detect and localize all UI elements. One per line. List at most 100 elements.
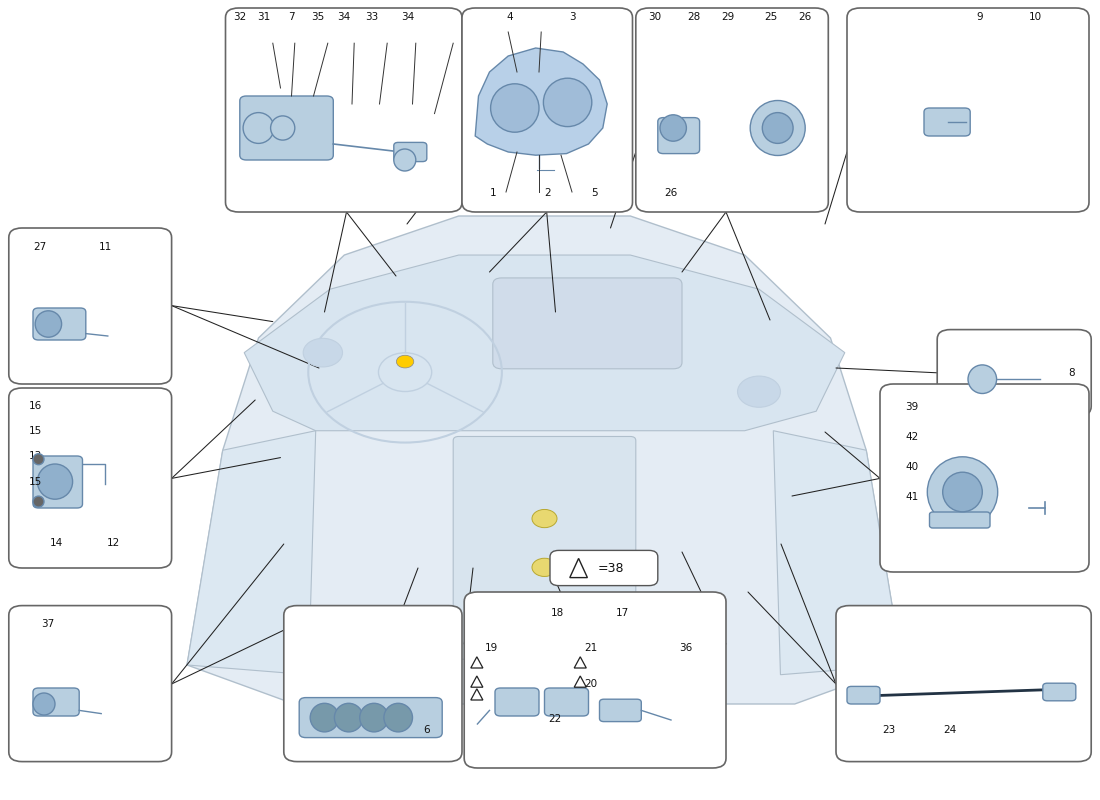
Text: 29: 29 — [722, 12, 735, 22]
Text: 42: 42 — [905, 432, 918, 442]
Text: 4: 4 — [506, 12, 513, 22]
Ellipse shape — [33, 496, 44, 507]
Text: 5: 5 — [592, 188, 598, 198]
Text: 3: 3 — [570, 12, 576, 22]
Text: 33: 33 — [365, 12, 378, 22]
FancyBboxPatch shape — [9, 388, 172, 568]
Text: =38: =38 — [597, 562, 624, 574]
Ellipse shape — [394, 149, 416, 171]
FancyBboxPatch shape — [9, 606, 172, 762]
Text: 13: 13 — [29, 451, 42, 462]
Text: 37: 37 — [42, 619, 55, 630]
Text: 12: 12 — [107, 538, 120, 548]
Ellipse shape — [271, 116, 295, 140]
Text: 28: 28 — [686, 12, 701, 22]
FancyBboxPatch shape — [453, 437, 636, 659]
Ellipse shape — [762, 113, 793, 143]
Ellipse shape — [532, 607, 557, 626]
Polygon shape — [475, 48, 607, 155]
FancyBboxPatch shape — [836, 606, 1091, 762]
FancyBboxPatch shape — [33, 688, 79, 716]
Text: 34: 34 — [337, 12, 351, 22]
Text: 20: 20 — [584, 678, 597, 689]
Text: 25: 25 — [763, 12, 778, 22]
Text: 26: 26 — [799, 12, 812, 22]
FancyBboxPatch shape — [636, 8, 828, 212]
FancyBboxPatch shape — [847, 686, 880, 704]
Text: 7: 7 — [288, 12, 295, 22]
Text: 21: 21 — [584, 643, 598, 654]
Ellipse shape — [243, 113, 274, 143]
FancyBboxPatch shape — [462, 8, 632, 212]
Text: 39: 39 — [905, 402, 918, 411]
Ellipse shape — [310, 703, 339, 732]
FancyBboxPatch shape — [930, 512, 990, 528]
Ellipse shape — [660, 114, 686, 141]
Text: 2: 2 — [543, 188, 551, 198]
Ellipse shape — [943, 472, 982, 512]
Text: 31: 31 — [256, 12, 270, 22]
Polygon shape — [187, 216, 902, 704]
Polygon shape — [244, 255, 845, 430]
FancyBboxPatch shape — [240, 96, 333, 160]
FancyBboxPatch shape — [924, 108, 970, 136]
Text: Europerf: Europerf — [407, 320, 693, 480]
Text: 24: 24 — [943, 726, 956, 735]
Ellipse shape — [750, 101, 805, 155]
FancyBboxPatch shape — [33, 456, 82, 508]
FancyBboxPatch shape — [394, 142, 427, 162]
Ellipse shape — [968, 365, 997, 394]
Text: 11: 11 — [98, 242, 111, 252]
Text: 18: 18 — [551, 608, 564, 618]
Ellipse shape — [543, 78, 592, 126]
Ellipse shape — [360, 703, 388, 732]
Ellipse shape — [737, 376, 780, 407]
FancyBboxPatch shape — [493, 278, 682, 369]
Ellipse shape — [396, 355, 414, 368]
FancyBboxPatch shape — [464, 592, 726, 768]
Ellipse shape — [35, 310, 62, 338]
FancyBboxPatch shape — [937, 330, 1091, 416]
FancyBboxPatch shape — [658, 118, 700, 154]
FancyBboxPatch shape — [1043, 683, 1076, 701]
Text: 27: 27 — [33, 242, 46, 252]
Polygon shape — [187, 430, 316, 674]
Text: 22: 22 — [548, 714, 561, 724]
FancyBboxPatch shape — [33, 308, 86, 340]
Text: a passion for parts since 1985: a passion for parts since 1985 — [337, 418, 675, 574]
FancyBboxPatch shape — [9, 228, 172, 384]
Text: 17: 17 — [616, 608, 629, 618]
Ellipse shape — [37, 464, 73, 499]
Text: 36: 36 — [679, 643, 692, 654]
Text: 34: 34 — [402, 12, 415, 22]
Ellipse shape — [304, 338, 342, 367]
Ellipse shape — [33, 693, 55, 715]
Ellipse shape — [532, 558, 557, 577]
FancyBboxPatch shape — [600, 699, 641, 722]
Ellipse shape — [33, 454, 44, 465]
FancyBboxPatch shape — [880, 384, 1089, 572]
Text: 19: 19 — [485, 643, 498, 654]
Text: 30: 30 — [649, 12, 661, 22]
Ellipse shape — [927, 457, 998, 527]
Text: 6: 6 — [422, 726, 429, 735]
FancyBboxPatch shape — [544, 688, 588, 716]
Ellipse shape — [334, 703, 363, 732]
Text: 15: 15 — [29, 426, 42, 436]
Text: 14: 14 — [50, 538, 63, 548]
Text: 16: 16 — [29, 401, 42, 411]
Ellipse shape — [491, 84, 539, 132]
Text: 41: 41 — [905, 492, 918, 502]
FancyBboxPatch shape — [299, 698, 442, 738]
Ellipse shape — [384, 703, 412, 732]
Text: 32: 32 — [233, 12, 246, 22]
FancyBboxPatch shape — [226, 8, 462, 212]
Text: 23: 23 — [882, 726, 895, 735]
FancyBboxPatch shape — [847, 8, 1089, 212]
FancyBboxPatch shape — [495, 688, 539, 716]
Text: 1: 1 — [490, 188, 496, 198]
Polygon shape — [773, 430, 902, 674]
Text: 10: 10 — [1030, 12, 1043, 22]
Text: 15: 15 — [29, 477, 42, 486]
Text: 26: 26 — [663, 188, 678, 198]
